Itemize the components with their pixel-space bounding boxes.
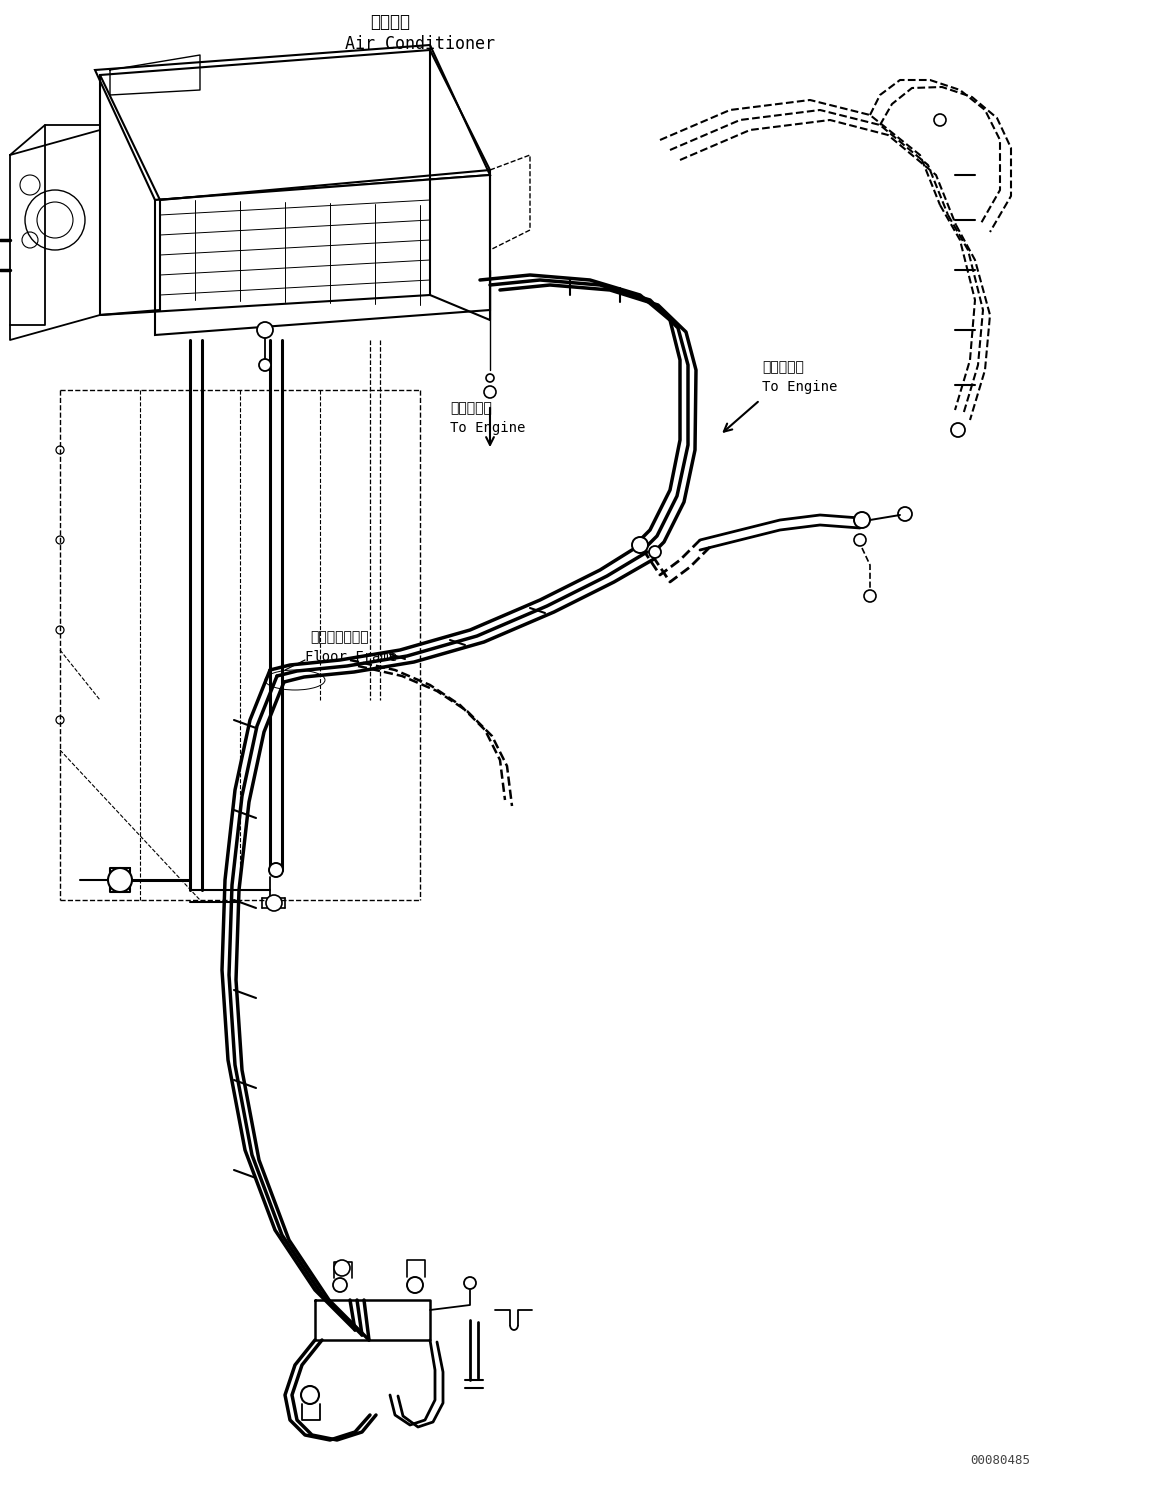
Circle shape <box>952 423 965 437</box>
Circle shape <box>486 374 494 382</box>
Text: エンジンへ: エンジンへ <box>450 401 491 414</box>
Circle shape <box>108 868 132 892</box>
Circle shape <box>854 511 870 528</box>
Circle shape <box>257 322 274 338</box>
Circle shape <box>407 1276 423 1293</box>
Circle shape <box>258 359 271 371</box>
Text: To Engine: To Engine <box>761 380 837 394</box>
Polygon shape <box>155 174 490 335</box>
Text: Air Conditioner: Air Conditioner <box>345 34 495 54</box>
Text: To Engine: To Engine <box>450 420 525 435</box>
Circle shape <box>632 537 648 553</box>
Circle shape <box>269 863 283 877</box>
Text: 00080485: 00080485 <box>970 1454 1030 1467</box>
Circle shape <box>649 546 661 558</box>
Circle shape <box>301 1387 319 1405</box>
Text: Floor Frame: Floor Frame <box>305 650 398 663</box>
Text: エアコン: エアコン <box>370 13 410 31</box>
Circle shape <box>267 895 282 911</box>
Circle shape <box>333 1278 347 1293</box>
Circle shape <box>484 386 496 398</box>
Circle shape <box>334 1260 350 1276</box>
Polygon shape <box>95 45 490 200</box>
Text: エンジンへ: エンジンへ <box>761 359 804 374</box>
Text: フロアフレーム: フロアフレーム <box>309 631 369 644</box>
